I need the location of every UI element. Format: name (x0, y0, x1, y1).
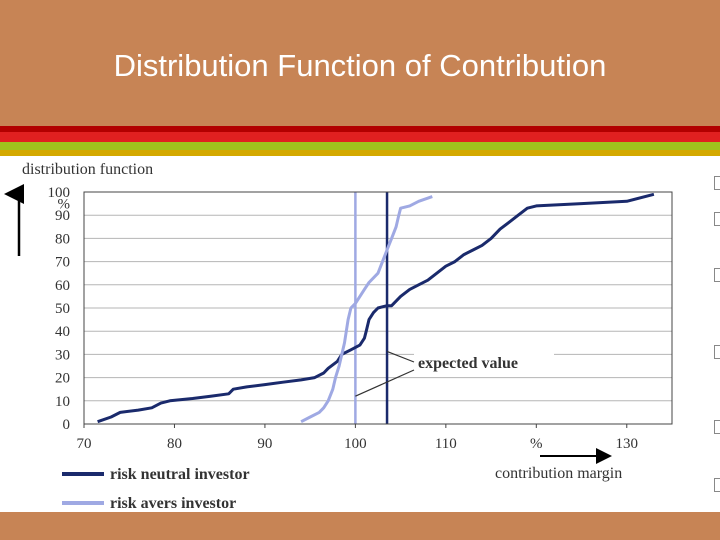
annotation-background (414, 352, 554, 374)
stripe-red (0, 132, 720, 142)
bullet-box (714, 478, 720, 492)
x-tick-label: 90 (257, 436, 272, 452)
stripe-gold (0, 150, 720, 156)
stripe-green (0, 142, 720, 150)
annotation-label: expected value (418, 355, 518, 372)
x-tick-label: 110 (435, 436, 457, 452)
y-tick-label: 60 (55, 278, 70, 294)
y-tick-label: 70 (55, 255, 70, 271)
x-tick-labels: 70 80 90 100 110% 130 (77, 436, 639, 452)
series-line (300, 195, 433, 424)
annotation: expected value (355, 350, 554, 397)
annotation-pointer (386, 350, 415, 363)
y-tick-label: % (58, 197, 71, 213)
y-tick-label: 100 (48, 185, 71, 201)
y-tick-label: 30 (55, 347, 70, 363)
x-tick-label: % (530, 436, 543, 452)
y-tick-label: 10 (55, 394, 70, 410)
x-tick-label: 100 (344, 436, 367, 452)
expected-value-lines (354, 192, 389, 424)
distribution-chart: distribution function 0 10 20 30 40 50 60 70 80 9… (4, 161, 673, 512)
bottom-band (0, 512, 720, 540)
y-tick-label: 50 (55, 301, 70, 317)
slide-title: Distribution Function of Contribution (113, 48, 607, 83)
series-line (97, 192, 655, 424)
bullet-box (714, 420, 720, 434)
y-tick-label: 90 (55, 208, 70, 224)
bullet-box (714, 268, 720, 282)
x-tick-label: 130 (616, 436, 639, 452)
x-tick-label: 80 (167, 436, 182, 452)
y-tick-label: 40 (55, 324, 70, 340)
series-lines (97, 192, 655, 424)
x-axis-label: contribution margin (495, 465, 622, 482)
bullet-box (714, 176, 720, 190)
legend-label: risk neutral investor (110, 466, 250, 483)
plot-frame (83, 191, 673, 425)
y-tick-label: 80 (55, 231, 70, 247)
y-tick-label: 20 (55, 371, 70, 387)
x-tick-label: 70 (77, 436, 92, 452)
legend: risk neutral investor risk avers investor (62, 466, 250, 512)
legend-label: risk avers investor (110, 495, 236, 512)
bullet-box (714, 212, 720, 226)
y-tick-labels: 0 10 20 30 40 50 60 70 80 90%100 (48, 185, 71, 433)
y-axis-label: distribution function (22, 161, 153, 178)
y-tick-label: 0 (63, 417, 71, 433)
bullet-box (714, 345, 720, 359)
stripe-dark-red (0, 126, 720, 132)
annotation-pointer (355, 369, 415, 397)
